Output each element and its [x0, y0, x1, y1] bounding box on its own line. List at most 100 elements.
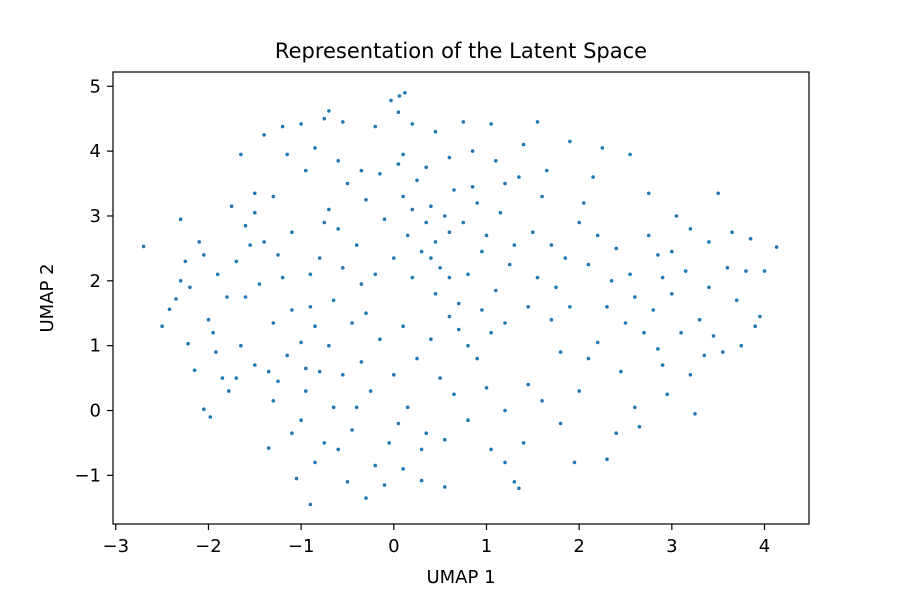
- scatter-point: [480, 249, 484, 254]
- scatter-point: [304, 168, 308, 173]
- scatter-point: [373, 272, 378, 277]
- scatter-point: [410, 122, 415, 126]
- scatter-point: [243, 223, 248, 228]
- scatter-point: [248, 243, 252, 247]
- scatter-point: [582, 201, 586, 205]
- scatter-point: [382, 483, 387, 487]
- scatter-point: [239, 343, 243, 348]
- scatter-point: [276, 253, 280, 257]
- scatter-point: [558, 421, 563, 426]
- scatter-point: [290, 308, 294, 312]
- scatter-point: [359, 168, 364, 173]
- scatter-point: [378, 337, 382, 342]
- scatter-point: [389, 98, 393, 103]
- scatter-point: [253, 210, 257, 215]
- y-tick-label: 3: [90, 206, 101, 227]
- scatter-point: [174, 297, 178, 301]
- scatter-point: [202, 407, 206, 412]
- scatter-point: [443, 437, 447, 442]
- scatter-point: [660, 275, 665, 280]
- scatter-point: [480, 308, 484, 312]
- scatter-point: [438, 376, 442, 380]
- scatter-point: [535, 120, 540, 124]
- scatter-point: [452, 392, 456, 397]
- scatter-point: [364, 496, 368, 500]
- scatter-point: [475, 356, 480, 361]
- x-tick-label: 0: [388, 536, 399, 557]
- scatter-point: [679, 330, 683, 335]
- scatter-point: [378, 172, 382, 176]
- scatter-point: [748, 236, 753, 241]
- scatter-point: [322, 116, 327, 121]
- scatter-point: [308, 305, 313, 309]
- x-axis-label: UMAP 1: [426, 567, 495, 588]
- scatter-point: [730, 230, 734, 234]
- scatter-point: [364, 311, 368, 316]
- scatter-point: [313, 324, 317, 329]
- scatter-point: [591, 175, 595, 179]
- data-points: [141, 91, 779, 507]
- scatter-point: [489, 330, 493, 335]
- scatter-point: [623, 321, 628, 325]
- scatter-point: [354, 405, 359, 410]
- scatter-point: [253, 363, 257, 367]
- scatter-point: [322, 441, 327, 445]
- scatter-point: [299, 418, 303, 423]
- scatter-point: [401, 467, 405, 471]
- scatter-point: [327, 109, 331, 113]
- scatter-point: [364, 198, 368, 202]
- scatter-point: [670, 249, 674, 254]
- scatter-point: [656, 347, 660, 351]
- scatter-point: [697, 317, 702, 322]
- scatter-point: [183, 259, 188, 264]
- scatter-point: [619, 369, 623, 374]
- scatter-point: [208, 415, 213, 419]
- scatter-point: [758, 314, 762, 319]
- scatter-point: [762, 269, 767, 273]
- scatter-point: [322, 220, 327, 225]
- scatter-point: [605, 457, 609, 462]
- scatter-point: [331, 298, 336, 303]
- scatter-point: [572, 460, 577, 465]
- scatter-point: [614, 431, 618, 436]
- scatter-point: [503, 460, 507, 465]
- scatter-point: [433, 240, 438, 244]
- scatter-point: [382, 217, 387, 221]
- scatter-point: [410, 207, 415, 212]
- scatter-point: [392, 256, 396, 260]
- scatter-point: [215, 272, 220, 277]
- scatter-point: [707, 285, 711, 290]
- scatter-point: [470, 185, 475, 189]
- y-axis-label: UMAP 2: [37, 263, 58, 332]
- scatter-point: [229, 204, 234, 208]
- x-tick-label: 1: [481, 536, 492, 557]
- scatter-point: [568, 305, 572, 309]
- scatter-point: [438, 266, 442, 270]
- x-tick-label: −2: [195, 536, 222, 557]
- scatter-point: [484, 386, 489, 390]
- scatter-point: [317, 369, 322, 374]
- scatter-point: [186, 341, 190, 346]
- scatter-point: [243, 295, 248, 299]
- scatter-point: [646, 233, 651, 238]
- scatter-point: [628, 272, 632, 277]
- scatter-point: [549, 243, 554, 247]
- scatter-point: [304, 389, 308, 393]
- scatter-point: [744, 269, 748, 273]
- scatter-point: [503, 181, 507, 186]
- x-tick-label: 2: [573, 536, 584, 557]
- scatter-point: [665, 392, 669, 397]
- scatter-point: [540, 399, 544, 403]
- scatter-point: [586, 262, 591, 267]
- scatter-point: [429, 204, 433, 208]
- scatter-point: [721, 350, 725, 354]
- scatter-point: [507, 262, 512, 267]
- scatter-point: [299, 122, 303, 126]
- scatter-point: [637, 424, 642, 429]
- scatter-point: [202, 253, 206, 257]
- scatter-point: [494, 288, 498, 293]
- scatter-point: [642, 330, 646, 335]
- scatter-point: [470, 149, 475, 153]
- scatter-point: [271, 194, 276, 199]
- scatter-point: [313, 146, 317, 150]
